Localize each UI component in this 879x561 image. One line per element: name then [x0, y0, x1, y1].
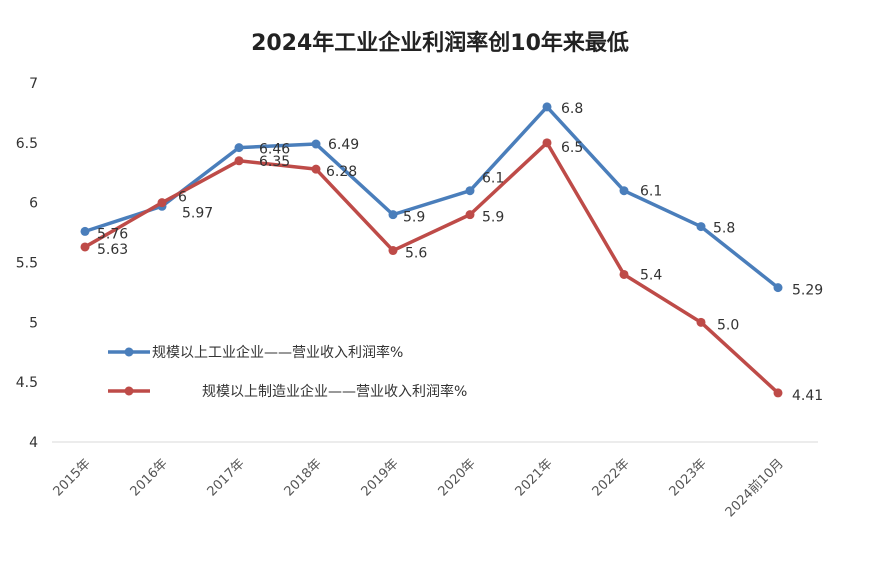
data-point [80, 242, 90, 252]
data-label: 5.8 [713, 221, 735, 237]
x-tick-label: 2021年 [513, 456, 556, 499]
data-point [619, 186, 629, 196]
y-tick-label: 6 [29, 196, 38, 212]
x-tick-label: 2016年 [128, 456, 171, 499]
data-label: 6.1 [640, 184, 662, 200]
data-point [234, 156, 244, 166]
data-point [696, 222, 706, 232]
x-tick-label: 2015年 [51, 456, 94, 499]
data-point [619, 269, 629, 279]
data-point [234, 143, 244, 153]
x-tick-label: 2019年 [359, 456, 402, 499]
legend-item-1: 规模以上工业企业——营业收入利润率% [108, 344, 403, 361]
x-tick-label: 2022年 [590, 456, 633, 499]
data-label: 6.49 [328, 137, 359, 153]
data-label: 5.6 [405, 246, 427, 262]
legend-swatch-marker [124, 386, 134, 396]
data-label: 5.97 [182, 205, 213, 221]
legend-label: 规模以上制造业企业——营业收入利润率% [202, 383, 467, 400]
data-label: 6.8 [561, 101, 583, 117]
data-point [311, 139, 321, 149]
y-tick-label: 5.5 [16, 256, 38, 272]
y-tick-label: 4 [29, 435, 38, 451]
data-label: 6.28 [326, 164, 357, 180]
x-tick-label: 2024前10月 [722, 456, 787, 521]
data-label: 5.76 [97, 226, 128, 242]
data-point [465, 210, 475, 220]
data-label: 5.9 [482, 210, 504, 226]
data-point [311, 164, 321, 174]
axes: 4 4.5 5 5.5 6 6.5 7 2015年 2016年 2017年 2018年 2019年 20… [16, 76, 818, 520]
x-tick-label: 2023年 [667, 456, 710, 499]
data-point [465, 186, 475, 196]
data-point [773, 283, 783, 293]
y-tick-label: 4.5 [16, 375, 38, 391]
data-label: 4.41 [792, 388, 823, 404]
data-point [542, 102, 552, 112]
data-label: 6.1 [482, 171, 504, 187]
data-label: 5.29 [792, 283, 823, 299]
data-label: 6.5 [561, 140, 583, 156]
y-tick-label: 6.5 [16, 136, 38, 152]
data-label: 6 [178, 190, 187, 206]
y-tick-label: 5 [29, 315, 38, 331]
legend: 规模以上工业企业——营业收入利润率% 规模以上制造业企业——营业收入利润率% [108, 344, 467, 400]
data-point [157, 198, 167, 208]
y-tick-label: 7 [29, 76, 38, 92]
data-label: 5.0 [717, 317, 739, 333]
data-label: 6.46 [259, 142, 290, 158]
series-1 [80, 102, 783, 293]
x-tick-label: 2017年 [205, 456, 248, 499]
data-point [80, 226, 90, 236]
data-point [773, 388, 783, 398]
series-line [84, 141, 780, 395]
data-point [388, 210, 398, 220]
data-label: 5.63 [97, 242, 128, 258]
data-point [696, 317, 706, 327]
data-point [388, 246, 398, 256]
data-labels: 5.76 5.97 6.46 6.49 5.9 6.1 6.8 6.1 5.8 5.29 5.63 6… [97, 101, 823, 404]
x-tick-label: 2018年 [282, 456, 325, 499]
series-2 [80, 138, 783, 398]
legend-item-2: 规模以上制造业企业——营业收入利润率% [108, 383, 467, 400]
data-label: 5.9 [403, 210, 425, 226]
legend-label: 规模以上工业企业——营业收入利润率% [152, 344, 403, 361]
series-line [84, 105, 780, 290]
data-label: 5.4 [640, 267, 662, 283]
chart-title: 2024年工业企业利润率创10年来最低 [251, 30, 629, 56]
data-label: 6.35 [259, 154, 290, 170]
legend-swatch-marker [124, 347, 134, 357]
x-tick-label: 2020年 [436, 456, 479, 499]
series-layer [80, 102, 783, 398]
data-point [542, 138, 552, 148]
